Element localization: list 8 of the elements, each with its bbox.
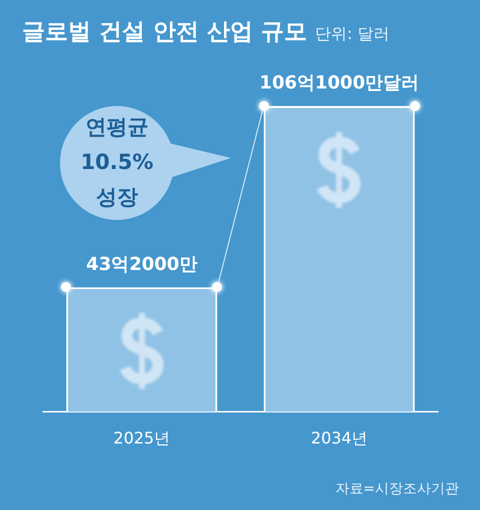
data-label: 43억2000만 <box>86 254 198 275</box>
data-label: 106억1000만달러 <box>259 72 420 94</box>
chart-subtitle: 단위: 달러 <box>315 24 390 43</box>
x-tick-label: 2025년 <box>113 428 170 448</box>
chart-title: 글로벌 건설 안전 산업 규모 <box>22 19 308 45</box>
text: 자료=시장조사기관 <box>335 480 459 498</box>
x-tick-label: 2034년 <box>310 428 368 448</box>
annotation: 연평균 10.5% 성장 <box>80 114 154 211</box>
